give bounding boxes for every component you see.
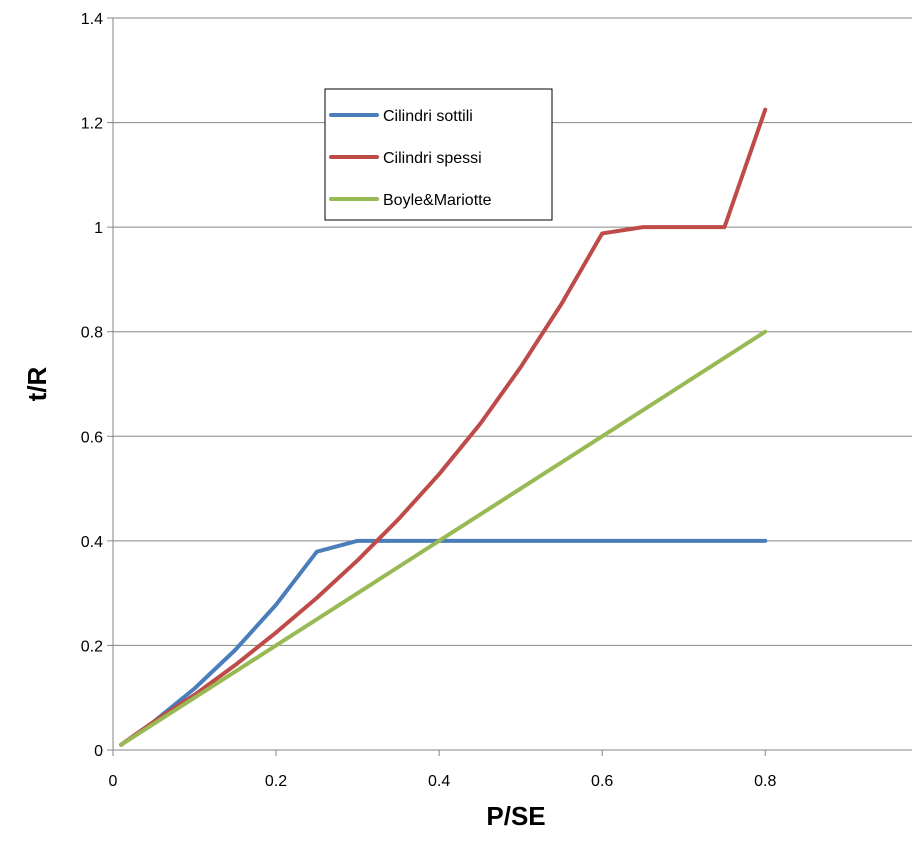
tick-labels: 0 0.2 0.4 0.6 0.8 1 1.2 1.4 0 0.2 0.4 0.6 0.8 <box>81 11 777 790</box>
y-tick-label: 0.8 <box>81 325 103 342</box>
y-tick-label: 1.4 <box>81 11 103 28</box>
x-axis-title: P/SE <box>486 801 545 831</box>
series-line-cilindri-spessi <box>119 107 768 747</box>
axes <box>107 17 912 756</box>
legend-label-boyle-mariotte: Boyle&Mariotte <box>383 192 492 209</box>
y-tick-label: 0.6 <box>81 429 103 446</box>
y-tick-label: 0.2 <box>81 638 103 655</box>
x-tick-label: 0.4 <box>428 773 450 790</box>
y-tick-label: 0.4 <box>81 534 103 551</box>
legend-label-cilindri-sottili: Cilindri sottili <box>383 108 473 125</box>
x-tick-label: 0.2 <box>265 773 287 790</box>
x-tick-label: 0.8 <box>754 773 776 790</box>
x-tick-label: 0.6 <box>591 773 613 790</box>
y-tick-label: 1 <box>94 220 103 237</box>
series-line-boyle-mariotte <box>119 329 768 747</box>
x-tick-label: 0 <box>109 773 118 790</box>
y-axis-title: t/R <box>22 366 52 401</box>
legend-label-cilindri-spessi: Cilindri spessi <box>383 150 482 167</box>
legend: Cilindri sottili Cilindri spessi Boyle&M… <box>324 88 553 221</box>
series-lines <box>119 107 768 747</box>
y-tick-label: 0 <box>94 743 103 760</box>
y-tick-label: 1.2 <box>81 116 103 133</box>
